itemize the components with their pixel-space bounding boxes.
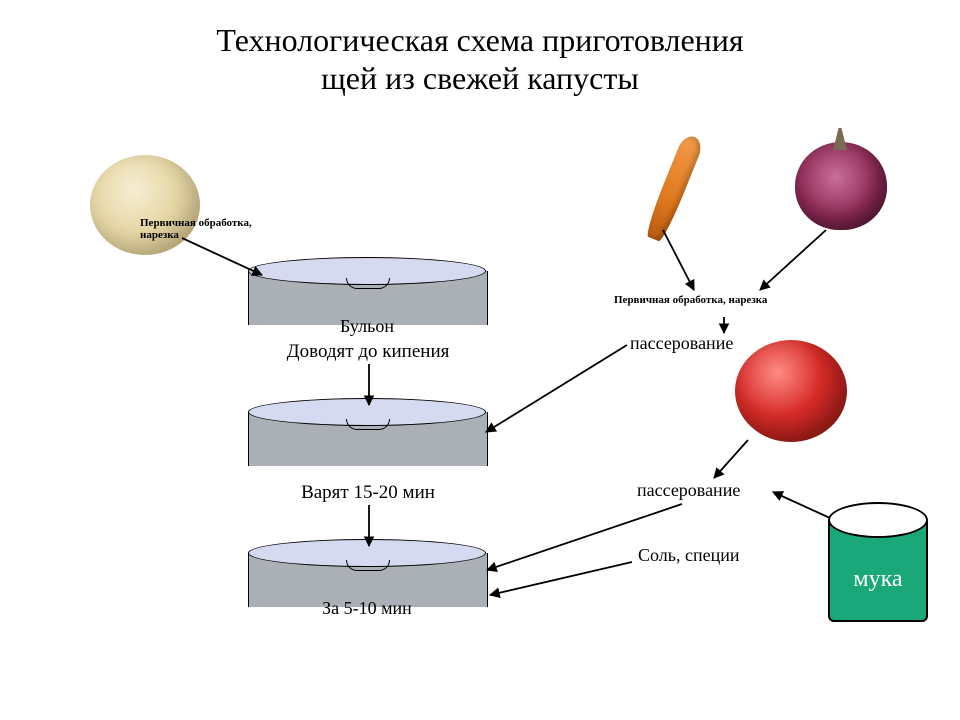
flour-label: мука: [830, 566, 926, 593]
pot-3-label: За 5-10 мин: [248, 598, 486, 619]
pot-1: Бульон: [248, 257, 486, 339]
diagram-stage: Технологическая схема приготовлениящей и…: [0, 0, 960, 720]
tomato-icon: [735, 340, 847, 442]
saute-2-label: пассерование: [637, 480, 740, 501]
flour-can: мука: [828, 516, 928, 622]
pot-2: [248, 398, 486, 480]
saute-1-label: пассерование: [630, 333, 733, 354]
prep-left-label: Первичная обработка, нарезка: [140, 218, 290, 241]
pot-1-under: Доводят до кипения: [248, 341, 488, 363]
carrot-icon: [643, 133, 705, 243]
pot-1-label: Бульон: [248, 316, 486, 337]
pot-3: За 5-10 мин: [248, 539, 486, 621]
page-title: Технологическая схема приготовлениящей и…: [0, 0, 960, 98]
pot-2-under: Варят 15-20 мин: [248, 482, 488, 504]
prep-right-label: Первичная обработка, нарезка: [614, 294, 767, 306]
salt-label: Соль, специи: [638, 545, 739, 566]
onion-icon: [795, 142, 887, 230]
